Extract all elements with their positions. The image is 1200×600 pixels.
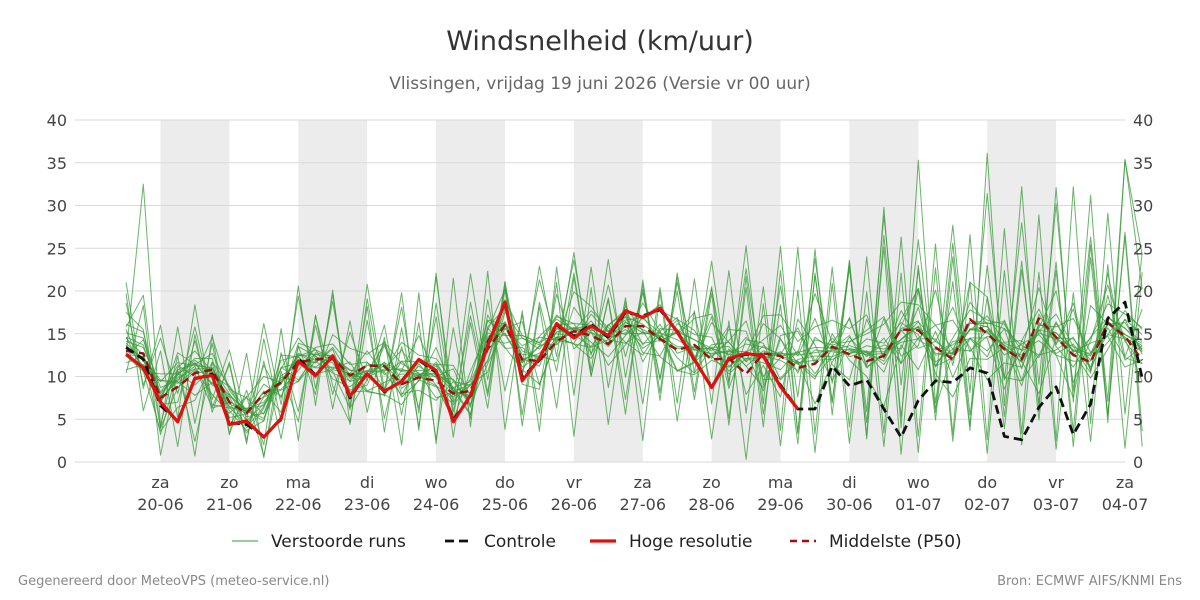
y-axis-left: 0 5 10 15 20 25 30 35 40: [47, 111, 67, 472]
highres-series-line: [125, 300, 800, 439]
x-tick-date: 21-06: [206, 495, 253, 514]
chart-title: Windsnelheid (km/uur): [446, 26, 754, 57]
y-tick-label-left: 25: [47, 239, 67, 258]
legend-label-median: Middelste (P50): [829, 532, 962, 552]
y-tick-label-right: 30: [1133, 197, 1153, 216]
x-tick-day: wo: [425, 473, 448, 492]
x-tick-date: 23-06: [344, 495, 391, 514]
footer-source: Bron: ECMWF AIFS/KNMI Ens: [997, 574, 1182, 589]
x-tick-date: 25-06: [482, 495, 529, 514]
x-tick-date: 27-06: [620, 495, 667, 514]
x-tick-date: 22-06: [275, 495, 322, 514]
y-tick-label-right: 20: [1133, 282, 1153, 301]
y-axis-right: 0 5 10 15 20 25 30 35 40: [1133, 111, 1153, 472]
y-tick-label-left: 0: [57, 453, 67, 472]
y-tick-label-left: 30: [47, 197, 67, 216]
y-tick-label-left: 15: [47, 325, 67, 344]
x-tick-day: vr: [566, 473, 582, 492]
x-tick-day: di: [842, 473, 857, 492]
ensemble-run-line: [125, 183, 1143, 457]
x-tick-day: do: [495, 473, 515, 492]
x-tick-date: 24-06: [413, 495, 460, 514]
x-tick-day: ma: [768, 473, 793, 492]
x-tick-date: 28-06: [688, 495, 735, 514]
chart-subtitle: Vlissingen, vrijdag 19 juni 2026 (Versie…: [389, 74, 811, 94]
x-tick-date: 03-07: [1033, 495, 1080, 514]
y-tick-label-right: 0: [1133, 453, 1143, 472]
ensemble-run-line: [125, 264, 1143, 460]
x-tick-day: za: [634, 473, 652, 492]
x-tick-day: di: [360, 473, 375, 492]
legend: Verstoorde runs Controle Hoge resolutie Mid…: [232, 532, 962, 552]
y-tick-label-right: 15: [1133, 325, 1153, 344]
ensemble-runs: [125, 152, 1143, 460]
y-tick-label-right: 40: [1133, 111, 1153, 130]
x-tick-date: 26-06: [551, 495, 598, 514]
y-tick-label-right: 25: [1133, 239, 1153, 258]
x-tick-date: 01-07: [895, 495, 942, 514]
footer-generated-by: Gegenereerd door MeteoVPS (meteo-service…: [18, 574, 329, 589]
y-tick-label-right: 35: [1133, 154, 1153, 173]
main-series: [125, 300, 1144, 442]
ensemble-run-line: [125, 152, 1143, 445]
y-tick-label-right: 5: [1133, 410, 1143, 429]
x-tick-day: za: [151, 473, 169, 492]
x-tick-day: do: [977, 473, 997, 492]
legend-label-ensemble: Verstoorde runs: [271, 532, 406, 552]
x-tick-date: 20-06: [137, 495, 184, 514]
y-tick-label-left: 35: [47, 154, 67, 173]
x-tick-day: ma: [286, 473, 311, 492]
x-axis: za 20-06 zo 21-06 ma 22-06 di 23-06 wo 24-06 do 25-…: [137, 473, 1148, 514]
legend-label-control: Controle: [484, 532, 556, 552]
ensemble-run-line: [125, 234, 1143, 448]
x-tick-day: zo: [220, 473, 238, 492]
ensemble-run-line: [125, 308, 1143, 419]
x-tick-date: 02-07: [964, 495, 1011, 514]
y-tick-label-left: 10: [47, 368, 67, 387]
y-tick-label-left: 5: [57, 410, 67, 429]
y-tick-label-right: 10: [1133, 368, 1153, 387]
legend-label-highres: Hoge resolutie: [629, 532, 753, 552]
x-tick-date: 04-07: [1102, 495, 1149, 514]
x-tick-day: zo: [703, 473, 721, 492]
x-tick-day: wo: [907, 473, 930, 492]
x-tick-date: 30-06: [826, 495, 873, 514]
x-tick-date: 29-06: [757, 495, 804, 514]
x-tick-day: vr: [1048, 473, 1064, 492]
ensemble-run-line: [125, 158, 1143, 422]
x-tick-day: za: [1116, 473, 1134, 492]
y-tick-label-left: 20: [47, 282, 67, 301]
y-tick-label-left: 40: [47, 111, 67, 130]
